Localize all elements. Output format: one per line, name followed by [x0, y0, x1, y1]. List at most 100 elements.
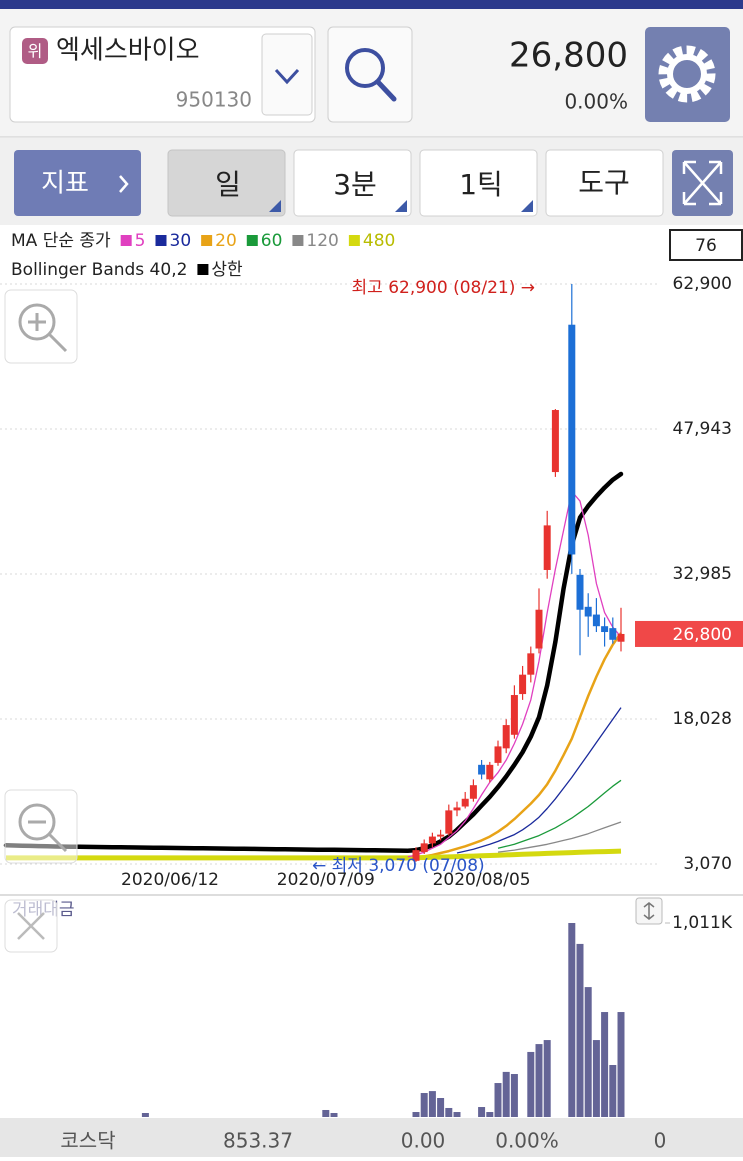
legend-swatch	[246, 235, 258, 246]
index-volume: 0	[654, 1129, 667, 1153]
indicator-box-text: 76	[695, 236, 717, 256]
candle-body	[609, 628, 617, 640]
candle-body	[486, 764, 494, 780]
index-change-rate: 0.00%	[495, 1129, 559, 1153]
volume-bar	[510, 1074, 518, 1117]
chevron	[119, 175, 129, 193]
candle-body	[617, 633, 625, 642]
volume-bar	[609, 1064, 617, 1117]
indicator-box	[669, 229, 743, 261]
tab-button[interactable]	[419, 149, 538, 217]
tab-button[interactable]	[167, 149, 286, 217]
expand-icon	[682, 160, 723, 206]
gear-icon	[658, 45, 716, 103]
close-icon	[17, 912, 45, 940]
tab-button[interactable]	[293, 149, 412, 217]
y-tick-label: 62,900	[673, 274, 732, 294]
volume-bar	[412, 1112, 420, 1117]
candle-body	[568, 324, 576, 555]
zoom-in-button[interactable]	[4, 289, 78, 364]
candle-body	[437, 834, 445, 837]
tab-label: 도구	[578, 166, 630, 199]
status-strip	[0, 0, 743, 9]
zoom-icon	[18, 303, 56, 341]
legend-label: 20	[215, 231, 237, 251]
legend-label: 5	[135, 231, 146, 251]
tab-label: 일	[215, 168, 241, 201]
volume-bar	[502, 1071, 510, 1117]
legend-swatch	[155, 235, 167, 246]
x-tick-label: 2020/06/12	[121, 870, 219, 890]
zoom-out-button[interactable]	[4, 789, 78, 864]
badge-text: 위	[28, 42, 43, 61]
candle-body	[601, 626, 609, 633]
stock-name: 엑세스바이오	[56, 36, 200, 66]
y-tick-label: 18,028	[673, 709, 732, 729]
ma-line	[456, 707, 622, 854]
gear-icon	[667, 54, 707, 94]
stock-box[interactable]	[9, 26, 316, 123]
legend-label: 상한	[211, 260, 243, 280]
candle-body	[543, 525, 551, 570]
ma-line	[497, 821, 622, 853]
tab-label: 3분	[333, 168, 377, 201]
volume-bar	[322, 1109, 330, 1117]
volume-bar	[601, 1012, 609, 1117]
price-plot: 3,070 18,028 32,985 47,943 62,900 2020/06/12 2…	[0, 274, 743, 890]
candle-body	[551, 410, 559, 473]
dropdown-button[interactable]	[261, 33, 313, 116]
candle-body	[453, 807, 461, 811]
candle-body	[527, 653, 535, 675]
volume-bar	[330, 1113, 338, 1117]
x-tick-label: 2020/07/09	[277, 870, 375, 890]
candle-body	[478, 764, 486, 775]
price: 26,800	[509, 36, 628, 76]
search-button[interactable]	[327, 26, 413, 123]
legend-label: 30	[170, 231, 192, 251]
candle-body	[469, 785, 477, 799]
volume-plot: 1,011K	[141, 913, 733, 1117]
ma-line	[497, 779, 622, 849]
badge	[22, 38, 48, 64]
footer-bg	[0, 1118, 743, 1157]
ma-line	[407, 490, 622, 858]
settings-button[interactable]	[645, 27, 730, 122]
candle-body	[584, 606, 592, 617]
annotation: ← 최저 3,070 (07/08)	[312, 856, 485, 876]
volume-bar	[617, 1012, 625, 1117]
x-tick-label: 2020/08/05	[433, 870, 531, 890]
indicator-button[interactable]	[14, 150, 141, 216]
legend-label: 60	[261, 231, 283, 251]
tab-button[interactable]	[545, 149, 664, 217]
volume-bar	[584, 987, 592, 1117]
volume-bar	[478, 1107, 486, 1117]
chevron	[274, 68, 300, 85]
search-icon	[375, 79, 397, 102]
legend-label: 120	[306, 231, 338, 251]
tab-label: 지표	[41, 169, 89, 199]
zoom-icon	[28, 820, 68, 853]
zoom-icon	[28, 313, 68, 353]
volume-bar	[576, 943, 584, 1117]
candle-body	[519, 674, 527, 695]
candle-body	[535, 609, 543, 649]
volume-bar	[453, 1112, 461, 1117]
last-price-label: 26,800	[673, 625, 732, 645]
volume-bar	[535, 1044, 543, 1117]
last-price-tag	[635, 620, 743, 647]
index-change: 0.00	[401, 1129, 446, 1153]
y-tick-label: 32,985	[673, 564, 732, 584]
legend-swatch	[348, 235, 360, 246]
legend-swatch	[292, 235, 304, 246]
volume-bar	[592, 1040, 600, 1117]
tab-corner	[269, 200, 533, 212]
tab-label: 1틱	[459, 168, 503, 201]
ma-line	[6, 848, 622, 861]
zoom-icon	[18, 803, 56, 841]
legend-title: MA 단순 종가	[11, 231, 111, 251]
volume-bar	[420, 1093, 428, 1117]
volume-bar	[543, 1040, 551, 1117]
candle-body	[502, 725, 510, 749]
index-name: 코스닥	[60, 1129, 115, 1153]
